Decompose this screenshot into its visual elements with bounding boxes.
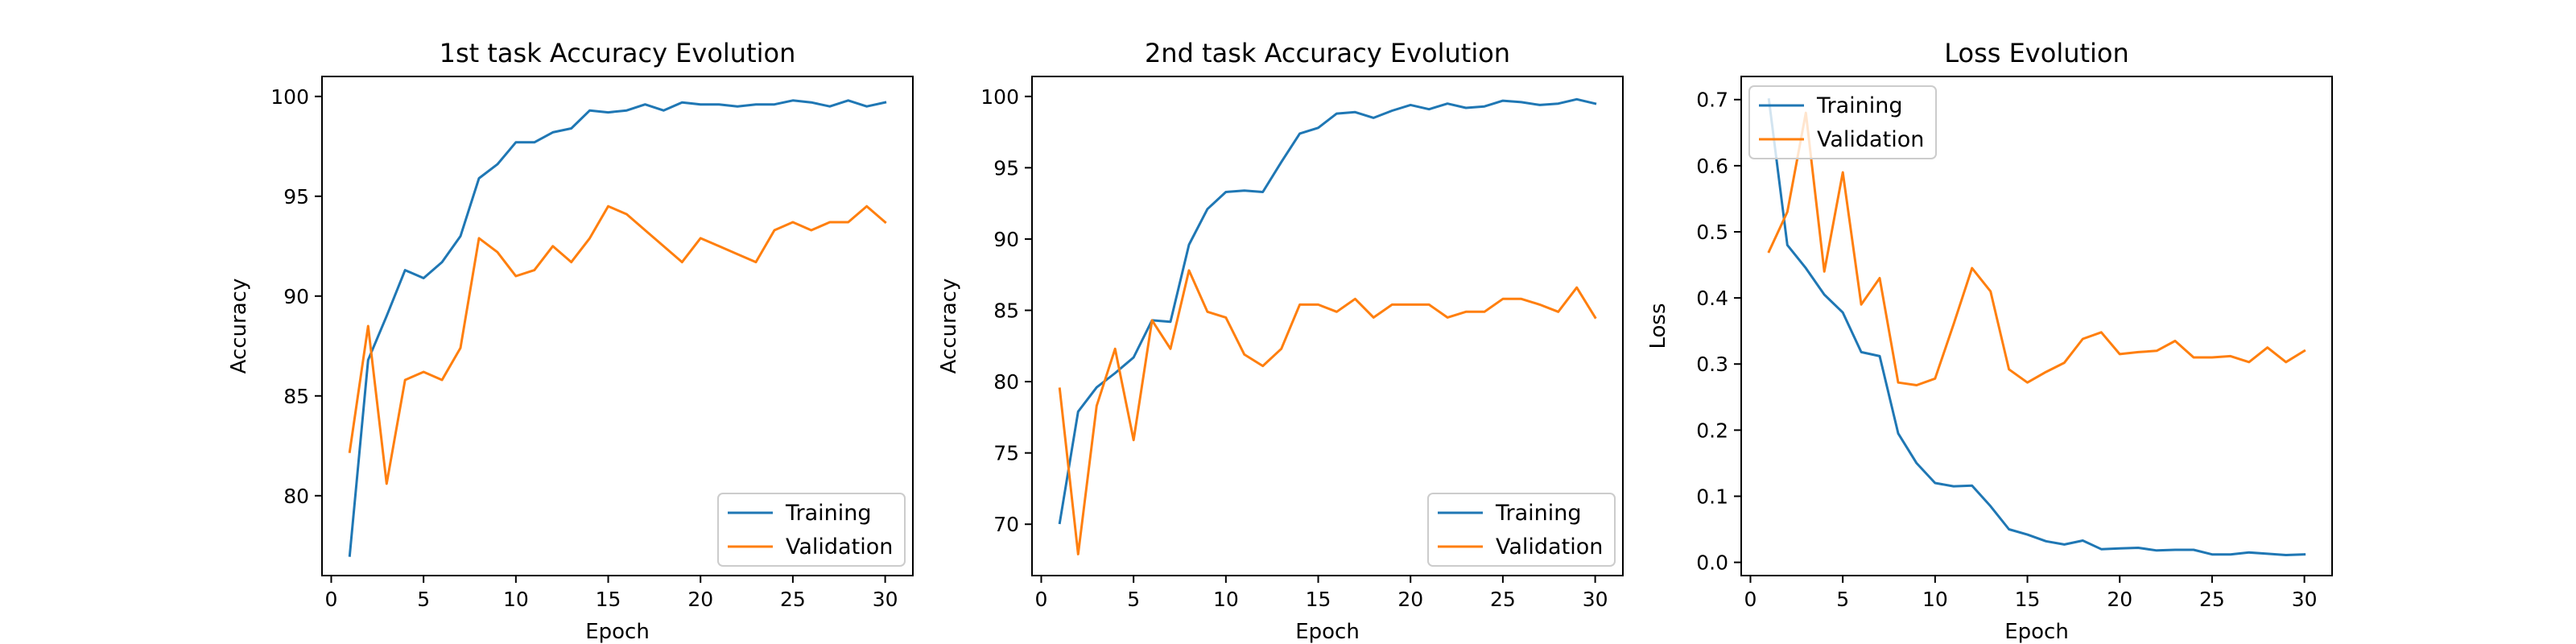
y-tick-label: 0.2 [1696, 419, 1728, 442]
legend: Training Validation [1748, 85, 1937, 159]
x-tick-label: 10 [1922, 588, 1948, 611]
y-tick-label: 100 [980, 85, 1019, 109]
x-tick-label: 20 [2107, 588, 2132, 611]
chart-title: 1st task Accuracy Evolution [440, 38, 796, 68]
series-line-validation [1767, 111, 2306, 386]
legend-label-validation: Validation [1496, 535, 1603, 559]
x-tick-label: 15 [2015, 588, 2041, 611]
y-tick-label: 100 [270, 85, 309, 109]
series-line-training [348, 99, 887, 557]
plot-frame [1031, 76, 1624, 576]
x-tick-label: 0 [325, 588, 338, 611]
y-tick-label: 90 [993, 228, 1019, 251]
y-axis-label: Accuracy [227, 279, 251, 374]
y-tick-label: 80 [283, 485, 309, 508]
y-tick-label: 95 [993, 156, 1019, 180]
y-tick-label: 0.0 [1696, 551, 1728, 575]
x-tick-label: 20 [687, 588, 713, 611]
x-tick-label: 30 [873, 588, 898, 611]
y-tick-label: 0.5 [1696, 221, 1728, 244]
x-tick-label: 15 [1306, 588, 1331, 611]
series-line-validation [348, 204, 887, 485]
y-tick-label: 80 [993, 370, 1019, 394]
x-tick-label: 30 [2292, 588, 2318, 611]
x-tick-label: 25 [780, 588, 806, 611]
x-tick-label: 5 [1836, 588, 1849, 611]
chart-title: 2nd task Accuracy Evolution [1145, 38, 1510, 68]
y-tick-label: 0.7 [1696, 89, 1728, 112]
plot-frame [321, 76, 914, 576]
x-tick-label: 0 [1744, 588, 1757, 611]
series-line-validation [1058, 269, 1597, 555]
plot-frame [1740, 76, 2333, 576]
legend-label-training: Training [785, 501, 872, 526]
y-tick-label: 0.4 [1696, 287, 1728, 310]
legend-label-validation: Validation [786, 535, 893, 559]
legend-label-training: Training [1816, 93, 1903, 118]
legend-label-validation: Validation [1817, 127, 1924, 152]
y-tick-label: 0.1 [1696, 485, 1728, 508]
chart-title: Loss Evolution [1944, 38, 2129, 68]
x-tick-label: 15 [596, 588, 621, 611]
x-tick-label: 30 [1583, 588, 1608, 611]
y-axis-label: Loss [1646, 303, 1670, 349]
x-tick-label: 25 [2199, 588, 2225, 611]
legend-label-training: Training [1495, 501, 1582, 526]
y-tick-label: 70 [993, 513, 1019, 536]
y-tick-label: 0.3 [1696, 353, 1728, 376]
y-tick-label: 85 [993, 299, 1019, 323]
y-tick-label: 95 [283, 185, 309, 208]
x-tick-label: 20 [1397, 588, 1423, 611]
x-tick-label: 5 [1127, 588, 1140, 611]
x-tick-label: 10 [503, 588, 529, 611]
y-axis-label: Accuracy [937, 279, 961, 374]
legend: Training Validation [717, 493, 906, 567]
y-tick-label: 90 [283, 285, 309, 308]
x-axis-label: Epoch [2004, 620, 2069, 644]
series-line-training [1058, 97, 1597, 525]
x-tick-label: 0 [1035, 588, 1048, 611]
y-tick-label: 0.6 [1696, 155, 1728, 178]
accuracy-task1-panel: 0 5 10 15 20 25 30 80 85 90 95 100 1st task Accura… [227, 38, 914, 644]
x-tick-label: 5 [417, 588, 430, 611]
legend: Training Validation [1427, 493, 1616, 567]
y-tick-label: 75 [993, 442, 1019, 465]
loss-panel: 0 5 10 15 20 25 30 0.0 0.1 0.2 0.3 0.4 0.5 0.6 0.7 Lo… [1646, 38, 2333, 644]
x-axis-label: Epoch [1295, 620, 1360, 644]
x-tick-label: 10 [1213, 588, 1239, 611]
accuracy-task2-panel: 0 5 10 15 20 25 30 70 75 80 85 90 95 100 2nd task Ac… [937, 38, 1624, 644]
x-axis-label: Epoch [585, 620, 650, 644]
series-line-training [1767, 98, 2306, 556]
y-tick-label: 85 [283, 385, 309, 408]
x-tick-label: 25 [1490, 588, 1516, 611]
